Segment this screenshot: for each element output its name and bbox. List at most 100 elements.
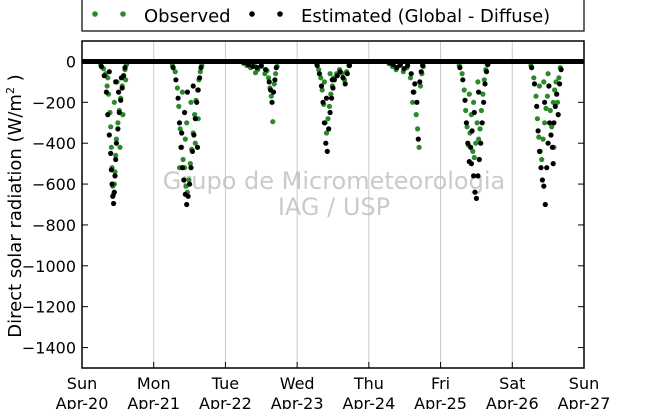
estimated-point [113,79,119,85]
estimated-point [273,65,279,71]
estimated-point [327,109,333,116]
observed-point [471,154,477,161]
estimated-point [318,83,325,89]
observed-point [554,99,561,105]
estimated-point [401,66,407,72]
estimated-point [340,75,346,81]
estimated-point [109,181,115,187]
estimated-point [330,85,336,91]
legend-observed-label: Observed [144,6,231,27]
observed-point [270,119,276,125]
observed-point [123,77,129,83]
x-tick-weekday: Sun [569,374,599,393]
estimated-point [538,165,544,171]
estimated-point [108,150,114,156]
estimated-point [555,112,561,118]
estimated-point [337,69,343,75]
gridlines [153,41,513,368]
estimated-point [483,69,490,75]
x-tick-weekday: Fri [431,374,450,393]
estimated-point [314,62,320,69]
observed-point [108,144,114,150]
estimated-point [531,81,538,87]
observed-point [316,67,322,73]
estimated-point [197,75,203,81]
estimated-point [476,89,482,95]
estimated-point [179,165,185,171]
estimated-point [270,89,277,95]
estimated-point [542,201,548,208]
estimated-point [468,161,474,167]
observed-point [470,148,476,154]
observed-point [417,83,424,89]
estimated-point [346,62,353,69]
estimated-point [254,65,260,71]
observed-point [534,116,541,122]
observed-point [328,91,334,97]
y-tick-label: −1400 [22,339,76,358]
y-axis-title-end: ) [5,74,26,87]
observed-point [463,107,469,114]
estimated-point [418,69,424,75]
estimated-point [192,116,198,122]
estimated-point [258,62,264,69]
estimated-point [105,112,111,118]
estimated-point [478,140,484,146]
x-tick-weekday: Tue [211,374,239,393]
observed-point [108,124,114,130]
observed-point [471,99,477,105]
observed-point [327,71,333,77]
observed-point [265,75,272,81]
estimated-point [472,189,478,195]
estimated-point [463,120,469,126]
observed-point [533,93,539,99]
estimated-point [479,120,485,126]
y-axis-title-superscript: 2 [4,87,17,94]
estimated-point [175,95,181,101]
estimated-point [545,140,551,146]
estimated-point [116,109,122,116]
estimated-point [113,156,119,163]
observed-point [545,71,551,77]
estimated-point [194,99,200,105]
estimated-point [187,181,193,187]
estimated-point [185,193,191,199]
observed-point [104,83,110,89]
x-tick-date: Apr-25 [414,394,467,409]
estimated-point [471,173,477,179]
estimated-point [118,97,124,103]
y-axis: 0 −200 −400 −600 −800 −1000 −1200 −1400 [22,52,584,358]
estimated-point [188,165,194,171]
estimated-point [460,77,466,83]
estimated-point [112,173,118,179]
estimated-point [541,183,547,189]
observed-point [188,99,194,105]
y-tick-label: 0 [66,52,76,71]
observed-point [326,103,332,109]
estimated-point [469,128,475,134]
estimated-point [194,144,201,150]
estimated-point [118,75,124,81]
observed-point [182,136,188,142]
y-tick-label: −1200 [22,298,76,317]
observed-point [273,71,279,77]
observed-point [407,75,414,81]
x-tick-weekday: Sat [499,374,525,393]
observed-point [176,103,182,109]
estimated-point [534,103,540,109]
y-tick-label: −200 [32,93,76,112]
estimated-point [548,132,554,138]
observed-point [179,89,185,95]
y-tick-label: −1000 [22,257,76,276]
estimated-point [536,148,543,154]
estimated-point [476,156,482,163]
estimated-point [544,165,550,171]
plot-area [82,41,584,368]
observed-point [473,140,479,146]
observed-point [413,112,419,118]
estimated-point [110,193,116,199]
plot-frame [81,40,585,369]
estimated-point [116,89,122,95]
x-tick-weekday: Sun [67,374,97,393]
